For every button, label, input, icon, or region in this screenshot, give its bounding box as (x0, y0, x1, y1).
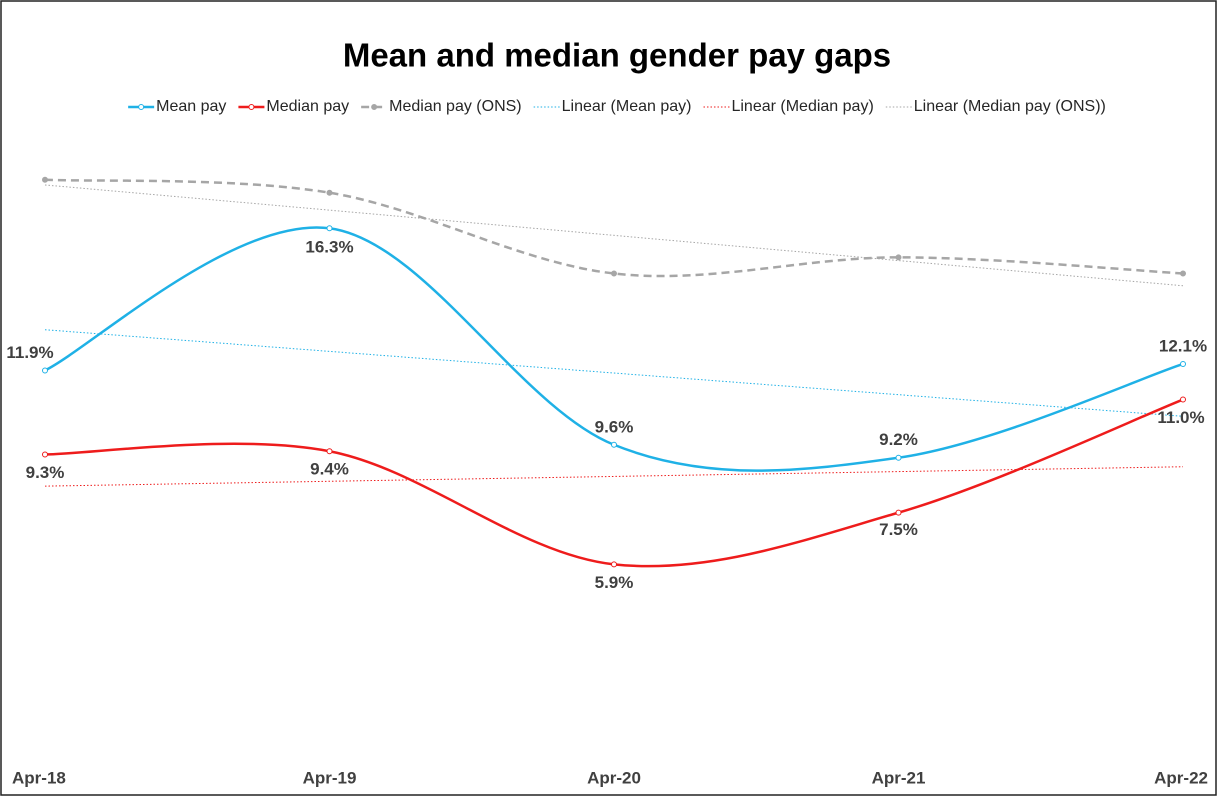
data-label: 11.9% (6, 343, 53, 362)
legend-label: Median pay (266, 98, 349, 115)
x-tick-label: Apr-22 (1154, 768, 1208, 787)
point-marker (611, 441, 617, 448)
data-label: 16.3% (305, 238, 353, 257)
legend-label: Linear (Median pay) (731, 98, 873, 115)
point-marker (326, 448, 333, 455)
x-tick-label: Apr-19 (303, 768, 357, 787)
legend: Mean pay Median pay Median pay (ONS) Linear… (128, 98, 1106, 115)
legend-label: Linear (Median pay (ONS)) (914, 98, 1106, 115)
legend-marker (138, 104, 145, 110)
series-line (44, 178, 1184, 278)
point-marker (326, 225, 333, 232)
data-label: 9.3% (26, 463, 65, 482)
point-marker (326, 189, 333, 196)
point-marker (611, 270, 617, 277)
trendline (44, 466, 1184, 487)
chart-title: Mean and median gender pay gaps (343, 37, 891, 74)
trendline (44, 184, 1184, 287)
x-tick-label: Apr-21 (872, 768, 926, 787)
point-marker (895, 454, 902, 461)
point-marker (42, 451, 48, 458)
data-label: 9.4% (310, 460, 349, 479)
data-label: 7.5% (879, 520, 918, 539)
data-label: 9.6% (595, 417, 634, 436)
point-marker (611, 561, 617, 568)
data-label: 5.9% (595, 573, 634, 592)
legend-label: Mean pay (156, 98, 226, 115)
data-label: 12.1% (1159, 336, 1207, 355)
point-marker (895, 254, 902, 261)
data-label: 11.0% (1157, 408, 1204, 427)
point-marker (1180, 360, 1186, 367)
point-marker (42, 367, 48, 374)
series-line (44, 226, 1184, 472)
legend-label: Linear (Mean pay) (562, 98, 692, 115)
trendline (44, 329, 1184, 417)
legend-marker (371, 104, 378, 110)
legend-label: Median pay (ONS) (389, 98, 522, 115)
x-tick-label: Apr-20 (587, 768, 641, 787)
point-marker (1180, 396, 1186, 403)
legend-marker (248, 104, 255, 110)
x-tick-label: Apr-18 (12, 768, 66, 787)
data-label: 9.2% (879, 430, 918, 449)
point-marker (895, 509, 902, 516)
point-marker (1180, 270, 1186, 277)
point-marker (42, 176, 48, 183)
